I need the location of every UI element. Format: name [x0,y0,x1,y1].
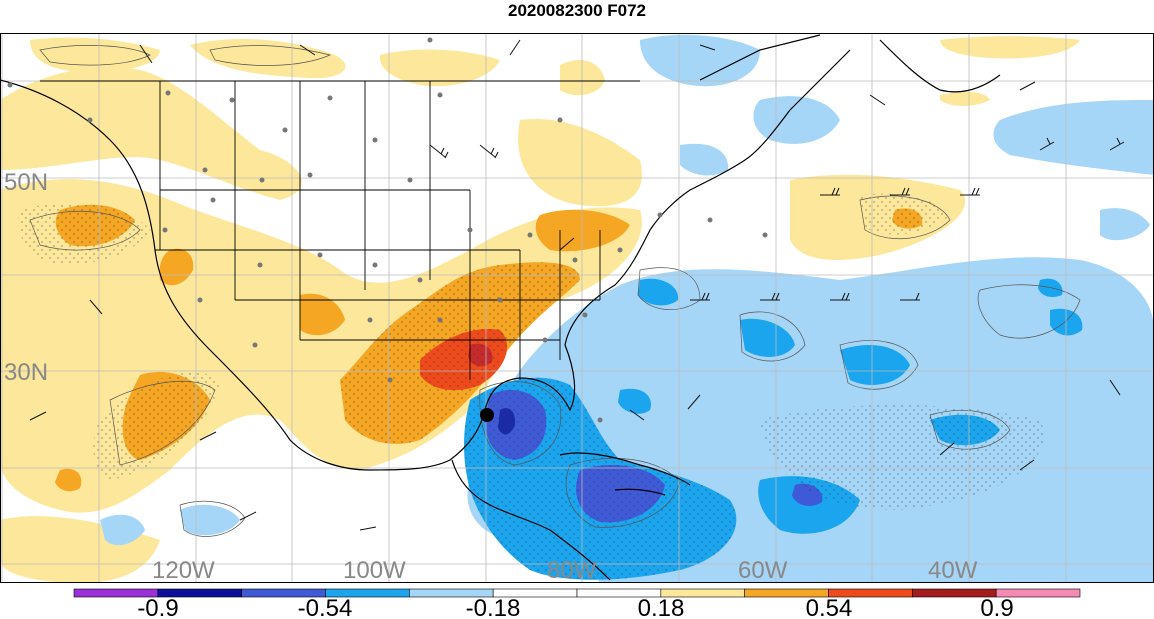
storm-center-marker [480,408,494,422]
lat-labels: 50N 30N [4,169,48,386]
chart-title: 2020082300 F072 [507,1,647,20]
state-borders [40,80,640,380]
lat-label-30n: 30N [4,359,48,386]
anomaly-contours [29,45,1081,537]
lon-label-80w: 80W [547,557,597,584]
coastlines [0,34,1001,581]
lat-label-50n: 50N [4,169,48,196]
lon-labels: 120W 100W 80W 60W 40W [152,557,978,584]
lon-label-100w: 100W [343,557,406,584]
wind-barbs [29,39,1125,531]
lon-label-40w: 40W [928,557,978,584]
station-dots [7,37,768,423]
lon-label-60w: 60W [738,557,788,584]
lon-label-120w: 120W [152,557,215,584]
